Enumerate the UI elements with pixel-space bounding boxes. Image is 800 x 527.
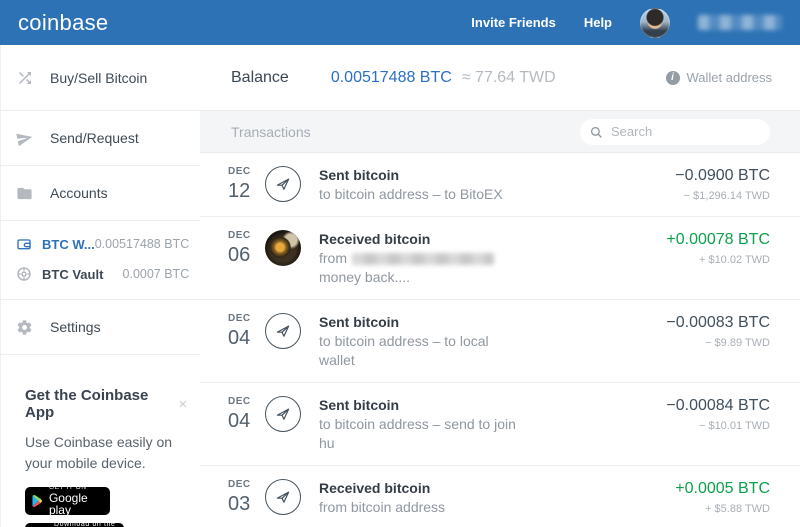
transaction-subtitle-line2: hu [319, 435, 335, 451]
app-store-badge[interactable]: Download on the App Store [25, 520, 124, 527]
transaction-amount-btc: −0.00084 BTC [666, 397, 770, 414]
transaction-amount-btc: +0.0005 BTC [675, 480, 770, 497]
badge-store-name: Google play [48, 490, 88, 518]
sent-bitcoin-icon [265, 166, 301, 202]
folder-icon [15, 184, 34, 203]
transaction-amount-fiat: − $1,296.14 TWD [683, 190, 770, 202]
transaction-title: Sent bitcoin [319, 397, 400, 413]
sent-bitcoin-icon [265, 313, 301, 349]
balance-btc-value: 0.00517488 BTC [330, 68, 452, 86]
transaction-title: Received bitcoin [319, 480, 431, 496]
close-icon[interactable]: × [178, 395, 188, 413]
sidebar-item-settings[interactable]: Settings [1, 300, 202, 355]
transaction-row[interactable]: DEC 04 Sent bitcoin to bitcoin address –… [200, 383, 800, 466]
transaction-day: 12 [228, 180, 251, 202]
transactions-list: DEC 12 Sent bitcoin to bitcoin address –… [200, 153, 800, 527]
account-balance: 0.0007 BTC [122, 267, 190, 281]
sidebar-account-btc-wallet[interactable]: BTC W... 0.00517488 BTC [1, 229, 201, 259]
balance-bar: Balance 0.00517488 BTC ≈ 77.64 TWD i Wal… [200, 45, 800, 111]
transaction-title: Sent bitcoin [319, 167, 400, 183]
sidebar-item-label: Accounts [50, 185, 108, 201]
invite-friends-link[interactable]: Invite Friends [471, 15, 556, 30]
buy-sell-shuffle-icon [15, 68, 34, 87]
account-balance: 0.00517488 BTC [94, 237, 190, 251]
transaction-subtitle: from [319, 249, 666, 268]
transaction-day: 03 [228, 493, 251, 515]
sidebar-item-buy-sell[interactable]: Buy/Sell Bitcoin [1, 45, 202, 111]
transaction-month: DEC [228, 313, 251, 324]
transaction-title: Received bitcoin [319, 231, 431, 247]
balance-fiat-value: ≈ 77.64 TWD [461, 68, 556, 86]
transactions-title: Transactions [231, 123, 311, 140]
sent-bitcoin-icon [265, 396, 301, 432]
transaction-title: Sent bitcoin [319, 314, 400, 330]
wallet-icon [15, 236, 32, 253]
sidebar: Buy/Sell Bitcoin Send/Request Accounts [0, 45, 202, 527]
transaction-amount-fiat: + $10.02 TWD [698, 254, 770, 266]
transaction-subtitle-line2: money back.... [319, 269, 411, 285]
badge-tagline: Get it on [48, 484, 87, 491]
transaction-day: 04 [228, 327, 251, 349]
transaction-month: DEC [228, 166, 251, 177]
search-input[interactable] [580, 118, 770, 145]
transaction-subtitle: to bitcoin address – send to join [319, 416, 516, 432]
gear-icon [15, 318, 34, 337]
transaction-row[interactable]: DEC 03 Received bitcoin from bitcoin add… [200, 466, 800, 527]
balance-label: Balance [231, 68, 289, 86]
coinbase-app-promo: Get the Coinbase App × Use Coinbase easi… [1, 355, 201, 527]
send-plane-icon [15, 129, 34, 148]
help-link[interactable]: Help [583, 15, 612, 30]
sidebar-gutter [0, 45, 1, 527]
transaction-month: DEC [228, 230, 251, 241]
wallet-address-button[interactable]: i Wallet address [665, 70, 772, 85]
search-icon [590, 126, 602, 138]
transaction-subtitle-line2: wallet [319, 352, 355, 368]
transaction-row[interactable]: DEC 06 Received bitcoin from money back.… [200, 217, 800, 300]
coinbase-logo[interactable]: coinbase [18, 9, 109, 35]
transaction-amount-btc: −0.00083 BTC [666, 314, 770, 331]
top-navbar: coinbase Invite Friends Help [0, 0, 800, 45]
info-icon: i [665, 70, 680, 85]
transaction-day: 04 [228, 410, 251, 432]
user-avatar[interactable] [640, 7, 670, 38]
transaction-month: DEC [228, 396, 251, 407]
promo-title: Get the Coinbase App [25, 387, 149, 421]
transaction-amount-btc: −0.0900 BTC [675, 167, 770, 184]
sender-avatar [265, 230, 301, 266]
transaction-amount-fiat: − $9.89 TWD [705, 337, 770, 349]
received-bitcoin-icon [265, 479, 301, 515]
transaction-row[interactable]: DEC 04 Sent bitcoin to bitcoin address –… [200, 300, 800, 383]
account-label: BTC W... [42, 236, 95, 252]
transaction-day: 06 [228, 244, 251, 266]
transactions-header: Transactions [200, 111, 800, 153]
promo-text: Use Coinbase easily on your mobile devic… [25, 434, 173, 471]
transaction-subtitle: to bitcoin address – to local [319, 333, 489, 349]
vault-dial-icon [15, 266, 32, 283]
sidebar-item-label: Send/Request [50, 130, 139, 146]
accounts-sublist: BTC W... 0.00517488 BTC BTC Vault 0.0007… [1, 221, 202, 300]
transaction-amount-btc: +0.00078 BTC [666, 231, 770, 248]
transaction-amount-fiat: + $5.88 TWD [705, 503, 770, 515]
sidebar-item-label: Buy/Sell Bitcoin [50, 69, 148, 86]
badge-tagline: Download on the [53, 520, 116, 527]
sidebar-account-btc-vault[interactable]: BTC Vault 0.0007 BTC [1, 259, 201, 289]
username-redacted[interactable] [698, 15, 782, 30]
transaction-row[interactable]: DEC 12 Sent bitcoin to bitcoin address –… [200, 153, 800, 217]
google-play-badge[interactable]: Get it on Google play [25, 484, 110, 518]
main-panel: Balance 0.00517488 BTC ≈ 77.64 TWD i Wal… [200, 45, 800, 527]
transaction-subtitle: to bitcoin address – to BitoEX [319, 186, 503, 202]
sidebar-item-label: Settings [50, 319, 101, 335]
transaction-amount-fiat: − $10.01 TWD [698, 420, 770, 432]
google-play-triangle-icon [32, 495, 43, 507]
redacted-sender-name [352, 253, 494, 266]
transaction-subtitle: from bitcoin address [319, 499, 446, 515]
sidebar-item-send-request[interactable]: Send/Request [1, 111, 202, 166]
sidebar-item-accounts[interactable]: Accounts [1, 166, 202, 221]
account-label: BTC Vault [42, 266, 104, 282]
transaction-month: DEC [228, 479, 251, 490]
